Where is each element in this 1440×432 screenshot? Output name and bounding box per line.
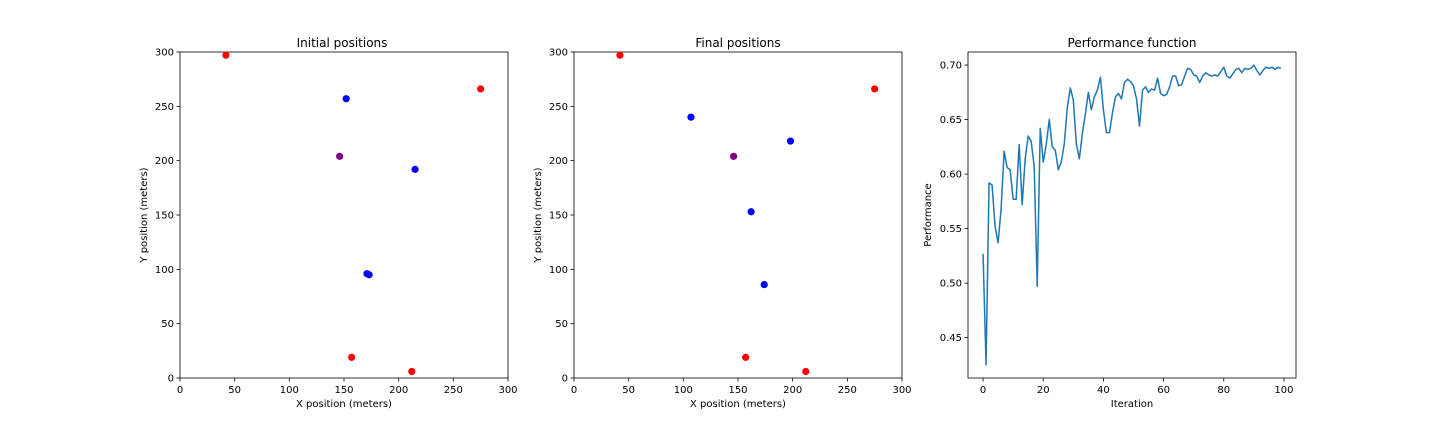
x-tick-label: 300 [892,385,911,396]
x-tick-label: 150 [728,385,747,396]
data-point [742,353,750,361]
x-axis-label: X position (meters) [690,399,786,410]
data-point [222,51,230,59]
y-tick-label: 200 [155,156,174,167]
y-tick-label: 50 [555,319,568,330]
x-tick-label: 0 [980,385,986,396]
x-tick-label: 100 [280,385,299,396]
y-tick-label: 100 [155,265,174,276]
data-point [477,85,485,93]
data-point [747,208,755,216]
y-tick-label: 150 [155,211,174,222]
y-tick-label: 0.50 [940,279,962,290]
y-axis-label: Y position (meters) [533,167,544,263]
y-tick-label: 300 [155,48,174,59]
chart-title: Performance function [1068,36,1197,50]
data-point [342,95,350,103]
data-point [871,85,879,93]
data-point [616,51,624,59]
subplot-initial-positions: Initial positions X position (meters) Y … [139,36,518,410]
y-tick-label: 0.70 [940,61,962,72]
subplot-performance-function: Performance function Iteration Performan… [923,36,1297,410]
x-tick-label: 200 [389,385,408,396]
chart-title: Initial positions [297,36,388,50]
x-tick-label: 50 [622,385,635,396]
data-point [336,152,344,160]
y-tick-label: 200 [549,156,568,167]
y-axis-label: Y position (meters) [139,167,150,263]
x-tick-label: 150 [334,385,353,396]
x-tick-label: 60 [1157,385,1170,396]
x-tick-label: 250 [444,385,463,396]
data-point [730,152,738,160]
x-axis-label: X position (meters) [296,399,392,410]
y-tick-label: 250 [155,102,174,113]
y-tick-label: 0.45 [940,333,962,344]
x-tick-label: 40 [1097,385,1110,396]
plot-frame [573,51,903,379]
x-tick-label: 100 [674,385,693,396]
y-tick-label: 250 [549,102,568,113]
data-point [411,165,419,173]
x-tick-label: 200 [783,385,802,396]
y-tick-label: 0.55 [940,224,962,235]
x-tick-label: 250 [838,385,857,396]
y-tick-label: 300 [549,48,568,59]
y-tick-label: 0.60 [940,170,962,181]
x-tick-label: 300 [498,385,517,396]
y-tick-label: 0.65 [940,115,962,126]
series-line [982,64,1282,366]
plot-frame [967,51,1297,379]
data-point [687,113,695,121]
data-point [802,367,810,376]
x-tick-label: 0 [177,385,183,396]
y-tick-label: 50 [161,319,174,330]
y-tick-label: 100 [549,265,568,276]
x-tick-label: 20 [1037,385,1050,396]
chart-title: Final positions [695,36,780,50]
data-point [408,367,416,376]
x-tick-label: 100 [1274,385,1293,396]
x-tick-label: 0 [571,385,577,396]
x-tick-label: 80 [1217,385,1230,396]
data-point [786,137,795,145]
y-tick-label: 0 [562,374,568,385]
data-point [365,271,373,279]
x-tick-label: 50 [228,385,241,396]
y-tick-label: 0 [168,374,174,385]
data-point [348,353,356,361]
y-tick-label: 150 [549,211,568,222]
data-point [760,280,768,289]
x-axis-label: Iteration [1111,399,1153,410]
subplot-final-positions: Final positions X position (meters) Y po… [533,36,912,410]
y-axis-label: Performance [923,183,934,246]
